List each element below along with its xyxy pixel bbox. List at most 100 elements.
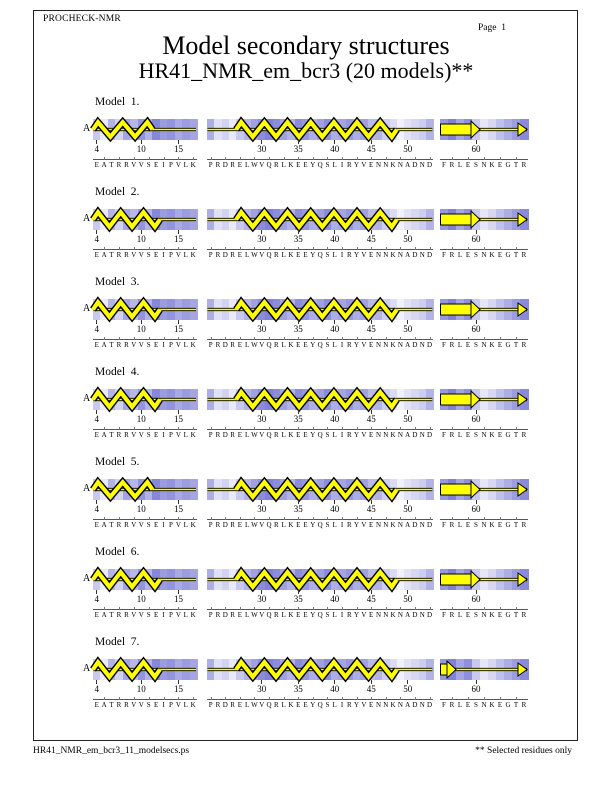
axis-tick <box>140 680 142 684</box>
sequence-letter: K <box>288 611 294 619</box>
sequence-letter: W <box>251 341 258 349</box>
axis-tick <box>475 320 477 324</box>
sequence-letter: R <box>273 431 279 439</box>
sequence-letter: S <box>474 431 478 439</box>
sequence-letter: L <box>183 701 188 709</box>
sequence-letter: R <box>124 701 129 709</box>
sequence-rule <box>207 429 434 430</box>
axis-tick <box>96 590 98 594</box>
sequence-letter: R <box>230 341 235 349</box>
sequence-tick <box>371 517 373 520</box>
helix-glyph <box>207 566 433 593</box>
sequence-letter: V <box>138 341 144 349</box>
sequence-tick <box>429 697 431 700</box>
sequence-letter: L <box>332 521 337 529</box>
sequence-letter: E <box>497 251 503 259</box>
sequence-letter: L <box>332 701 337 709</box>
sequence-letter: E <box>153 611 159 619</box>
sequence-tick <box>210 337 212 340</box>
helix-glyph <box>207 206 433 233</box>
sequence-letter: A <box>405 701 411 709</box>
sequence-letter: T <box>109 521 114 529</box>
sequence-tick <box>342 697 344 700</box>
sequence-letter: V <box>175 521 181 529</box>
sequence-tick <box>516 247 517 250</box>
axis-tick-label: 50 <box>403 684 413 694</box>
sequence-letter: D <box>427 521 433 529</box>
residue-shading-band <box>90 386 198 413</box>
sequence-letter: P <box>208 701 213 709</box>
model-row: Model 6. A 4 10 15 E A T R R V V S E I P V L K 30 35 40 45 50 P R… <box>0 546 612 637</box>
sequence-tick <box>148 157 150 160</box>
axis-tick <box>334 500 336 504</box>
sequence-tick <box>163 427 165 430</box>
chain-id-label: A <box>83 483 91 494</box>
sequence-letter: S <box>325 611 330 619</box>
sequence-letter: I <box>162 611 165 619</box>
sequence-letter: S <box>146 431 151 439</box>
sequence-tick <box>400 607 402 610</box>
sequence-tick <box>429 427 431 430</box>
sequence-letter: D <box>222 611 228 619</box>
sequence-letter: V <box>131 251 137 259</box>
sequence-tick <box>452 427 453 430</box>
sequence-letter: R <box>230 521 235 529</box>
sequence-letter: E <box>94 251 99 259</box>
sequence-tick <box>484 247 485 250</box>
sequence-letter: V <box>138 521 144 529</box>
sequence-letter: E <box>237 521 242 529</box>
sequence-rule <box>207 249 434 250</box>
sequence-letter: F <box>442 251 446 259</box>
sequence-tick <box>400 247 402 250</box>
sequence-letter: E <box>303 341 308 349</box>
sequence-letter: E <box>497 341 503 349</box>
sequence-letter: E <box>303 251 308 259</box>
sequence-letter: R <box>124 161 129 169</box>
sequence-letter: T <box>109 341 114 349</box>
sequence-letter: N <box>481 431 487 439</box>
sequence-letter: E <box>237 251 242 259</box>
sequence-tick <box>193 337 195 340</box>
sequence-letter: I <box>340 341 344 349</box>
axis-tick-label: 4 <box>94 684 99 694</box>
sequence-tick <box>283 157 285 160</box>
sequence-letter: V <box>361 521 367 529</box>
sequence-tick <box>385 697 387 700</box>
sequence-tick <box>148 517 150 520</box>
sequence-tick <box>385 337 387 340</box>
sequence-tick <box>148 427 150 430</box>
page-border <box>33 10 578 741</box>
sequence-letter: V <box>131 611 137 619</box>
sequence-tick <box>133 337 135 340</box>
sequence-letter: N <box>375 251 381 259</box>
sequence-letter: V <box>259 701 265 709</box>
sequence-tick <box>119 607 120 610</box>
axis-tick-label: 10 <box>136 684 146 694</box>
sequence-tick <box>415 607 417 610</box>
axis-tick-label: 10 <box>136 234 146 244</box>
axis-tick-label: 40 <box>330 414 340 424</box>
sequence-letter: V <box>138 161 144 169</box>
chain-id-label: A <box>83 303 91 314</box>
sequence-tick <box>254 517 256 520</box>
sequence-letter: Y <box>354 521 360 529</box>
sequence-tick <box>452 517 453 520</box>
sequence-letter: E <box>497 161 503 169</box>
axis-tick-label: 60 <box>471 504 481 514</box>
chain-id-label: A <box>83 663 91 674</box>
sequence-letter: R <box>215 521 221 529</box>
axis-tick <box>407 140 409 144</box>
axis-tick <box>475 680 477 684</box>
sequence-letter: A <box>405 611 411 619</box>
sequence-letter: V <box>131 341 137 349</box>
footer-filename: HR41_NMR_em_bcr3_11_modelsecs.ps <box>33 746 190 756</box>
sequence-tick <box>500 697 501 700</box>
sequence-letter: E <box>94 701 99 709</box>
sequence-tick <box>468 607 469 610</box>
sequence-tick <box>371 427 373 430</box>
axis-tick-label: 50 <box>403 594 413 604</box>
sequence-letter: E <box>369 251 374 259</box>
